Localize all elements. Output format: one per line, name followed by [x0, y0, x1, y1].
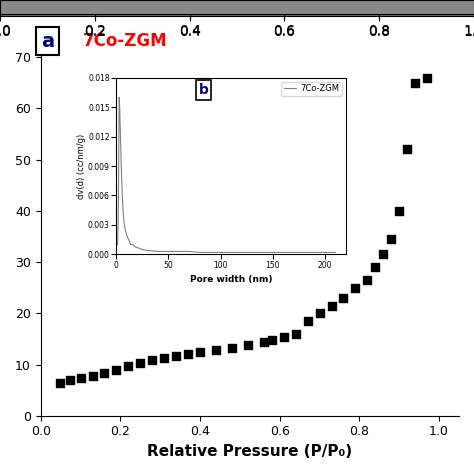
Point — [364, 276, 371, 284]
Point — [292, 330, 300, 337]
Point — [173, 353, 180, 360]
Point — [423, 74, 431, 82]
Point — [403, 146, 411, 153]
Point — [125, 362, 132, 369]
Point — [77, 374, 84, 382]
Point — [148, 356, 156, 364]
Point — [411, 79, 419, 87]
Point — [316, 310, 323, 317]
Point — [184, 350, 192, 358]
Point — [395, 207, 403, 215]
Text: a: a — [41, 32, 54, 51]
Point — [196, 348, 204, 356]
Point — [66, 376, 74, 384]
Point — [56, 380, 64, 387]
Point — [268, 336, 275, 344]
Point — [260, 339, 268, 346]
Point — [160, 355, 168, 362]
Point — [228, 344, 236, 351]
Point — [100, 369, 108, 377]
Point — [212, 346, 220, 354]
Point — [387, 235, 395, 243]
Point — [372, 264, 379, 271]
Point — [304, 317, 311, 325]
Point — [328, 302, 335, 310]
Point — [89, 372, 96, 380]
Point — [340, 294, 347, 302]
Point — [280, 334, 288, 341]
Point — [113, 366, 120, 374]
Point — [352, 284, 359, 292]
Text: 7Co-ZGM: 7Co-ZGM — [82, 32, 167, 50]
Point — [244, 341, 252, 349]
Point — [380, 251, 387, 258]
Point — [137, 359, 144, 367]
X-axis label: Relative Pressure (P/P₀): Relative Pressure (P/P₀) — [147, 444, 353, 459]
